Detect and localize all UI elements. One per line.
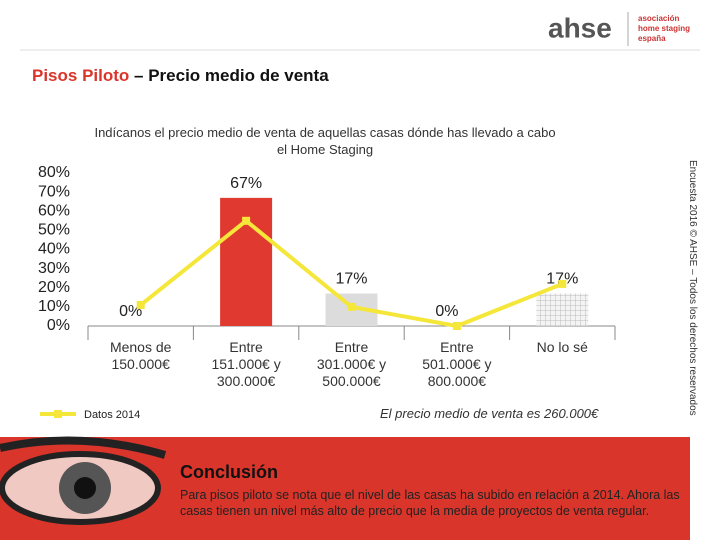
value-label: 17%	[335, 271, 367, 288]
legend-label: Datos 2014	[84, 409, 140, 421]
y-tick-label: 0%	[47, 317, 70, 334]
line-marker	[452, 322, 461, 330]
y-tick-label: 20%	[38, 279, 70, 296]
value-label: 0%	[435, 303, 458, 320]
y-tick-label: 10%	[38, 298, 70, 315]
x-tick-label: No lo sé	[536, 339, 588, 355]
conclusion-title: Conclusión	[180, 462, 278, 482]
value-label: 0%	[119, 303, 142, 320]
y-tick-label: 60%	[38, 202, 70, 219]
value-label: 67%	[230, 175, 262, 192]
title-rest: – Precio medio de venta	[134, 66, 329, 85]
slide-title: Pisos Piloto – Precio medio de venta	[32, 66, 329, 86]
source-note: Encuesta 2016 © AHSE – Todos los derecho…	[687, 160, 698, 416]
logo-subtitle: asociación home staging españa	[638, 14, 691, 43]
logo: ahse	[548, 12, 612, 43]
y-tick-label: 70%	[38, 183, 70, 200]
line-marker	[347, 302, 356, 311]
chart-subtitle: Indícanos el precio medio de venta de aq…	[94, 125, 556, 157]
x-tick-label: Entre 151.000€ y 300.000€	[211, 339, 281, 389]
bar-pattern	[536, 293, 589, 326]
legend-marker	[54, 410, 62, 418]
annotation: El precio medio de venta es 260.000€	[380, 406, 599, 421]
x-tick-label: Entre 301.000€ y 500.000€	[316, 339, 387, 389]
eye-icon	[0, 436, 167, 525]
y-tick-label: 30%	[38, 260, 70, 277]
y-tick-label: 40%	[38, 241, 70, 258]
value-label: 17%	[546, 271, 578, 288]
title-highlight: Pisos Piloto	[32, 66, 130, 85]
x-tick-label: Menos de 150.000€	[109, 339, 172, 372]
line-marker	[136, 300, 145, 309]
line-marker	[558, 279, 567, 288]
y-tick-label: 50%	[38, 222, 70, 239]
y-tick-label: 80%	[38, 164, 70, 181]
conclusion-text: Para pisos piloto se nota que el nivel d…	[180, 488, 680, 518]
x-tick-label: Entre 501.000€ y 800.000€	[422, 339, 492, 389]
line-marker	[242, 216, 251, 225]
